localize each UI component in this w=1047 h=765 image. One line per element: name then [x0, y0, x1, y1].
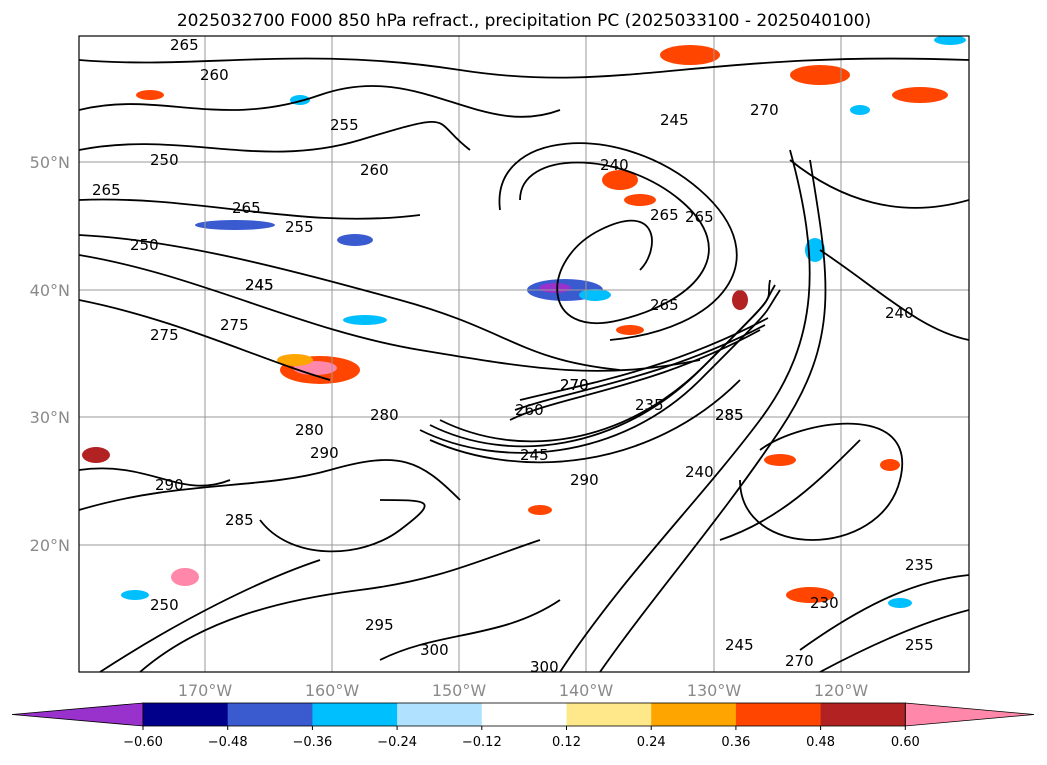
contour-label: 255: [905, 636, 934, 654]
lon-label: 120°W: [814, 681, 869, 700]
contour-label: 255: [330, 116, 359, 134]
lat-label: 40°N: [30, 281, 70, 300]
contour-label: 250: [130, 236, 159, 254]
contour-label: 245: [245, 276, 274, 294]
lon-label: 160°W: [305, 681, 360, 700]
lon-label: 170°W: [178, 681, 233, 700]
refractivity-contours: [79, 57, 969, 672]
colorbar-segment: [227, 703, 313, 726]
contour-label: 260: [515, 401, 544, 419]
contour-label: 265: [92, 181, 121, 199]
lon-label: 140°W: [559, 681, 614, 700]
contour-label: 255: [285, 218, 314, 236]
colorbar-segment: [397, 703, 483, 726]
contour-label: 245: [725, 636, 754, 654]
map-area: 265 260 255 250 245 240 265 270 250 245 …: [79, 36, 969, 676]
lat-label: 50°N: [30, 153, 70, 172]
contour-label: 280: [370, 406, 399, 424]
contour-label: 270: [560, 376, 589, 394]
contour-label: 245: [245, 276, 274, 294]
colorbar-segment: [481, 703, 567, 726]
contour-labels: 265 260 255 250 245 240 265 270 250 245 …: [92, 36, 934, 676]
contour-label: 270: [785, 652, 814, 670]
colorbar-tick-label: −0.60: [123, 735, 163, 750]
latitude-labels: 50°N 40°N 30°N 20°N: [30, 153, 70, 555]
colorbar-tick-label: 0.36: [721, 735, 750, 750]
contour-label: 280: [295, 421, 324, 439]
colorbar-segment: [566, 703, 652, 726]
contour-label: 265: [685, 208, 714, 226]
contour-label: 275: [220, 316, 249, 334]
contour-label: 300: [530, 658, 559, 676]
contour-label: 245: [660, 111, 689, 129]
colorbar-segment: [312, 703, 398, 726]
lon-label: 130°W: [687, 681, 742, 700]
contour-label: 285: [715, 406, 744, 424]
contour-label: 240: [885, 304, 914, 322]
colorbar-tick-label: −0.24: [377, 735, 417, 750]
colorbar-tick-label: −0.12: [462, 735, 502, 750]
chart-title: 2025032700 F000 850 hPa refract., precip…: [177, 11, 871, 31]
contour-label: 260: [360, 161, 389, 179]
colorbar-tick-label: −0.36: [292, 735, 332, 750]
contour-label: 265: [170, 36, 199, 54]
colorbar-tick-label: 0.60: [891, 735, 920, 750]
contour-label: 235: [635, 396, 664, 414]
colorbar-segment: [143, 703, 229, 726]
colorbar-tick-label: 0.12: [552, 735, 581, 750]
contour-label: 265: [650, 206, 679, 224]
contour-label: 265: [232, 199, 261, 217]
lon-label: 150°W: [432, 681, 487, 700]
contour-label: 285: [225, 511, 254, 529]
colorbar-segment: [651, 703, 737, 726]
contour-label: 270: [750, 101, 779, 119]
contour-label: 260: [200, 66, 229, 84]
lat-label: 30°N: [30, 408, 70, 427]
colorbar-segment: [735, 703, 822, 726]
colorbar-tick-label: −0.48: [208, 735, 248, 750]
contour-label: 300: [420, 641, 449, 659]
colorbar-extend-high: [904, 702, 1035, 727]
map-frame: [78, 35, 970, 673]
longitude-labels: 170°W 160°W 150°W 140°W 130°W 120°W: [178, 681, 869, 700]
contour-label: 265: [650, 296, 679, 314]
colorbar-segment: [820, 703, 906, 726]
colorbar-frame: [142, 702, 906, 727]
colorbar: −0.60 −0.48 −0.36 −0.24 −0.12 0.12 0.24 0.36 0.4…: [11, 702, 1035, 750]
contour-label: 245: [520, 446, 549, 464]
contour-label: 290: [570, 471, 599, 489]
contour-label: 250: [150, 151, 179, 169]
contour-label: 240: [685, 463, 714, 481]
colorbar-tick-label: 0.24: [637, 735, 666, 750]
lat-label: 20°N: [30, 536, 70, 555]
contour-label: 285: [715, 406, 744, 424]
contour-label: 250: [150, 596, 179, 614]
contour-label: 295: [365, 616, 394, 634]
colorbar-tick-label: 0.48: [806, 735, 835, 750]
contour-label: 290: [310, 444, 339, 462]
contour-label: 290: [155, 476, 184, 494]
contour-label: 240: [600, 156, 629, 174]
contour-label: 230: [810, 594, 839, 612]
contour-label: 235: [905, 556, 934, 574]
gridlines: [79, 36, 969, 672]
colorbar-extend-low: [11, 702, 144, 727]
contour-label: 270: [560, 376, 589, 394]
contour-label: 275: [150, 326, 179, 344]
